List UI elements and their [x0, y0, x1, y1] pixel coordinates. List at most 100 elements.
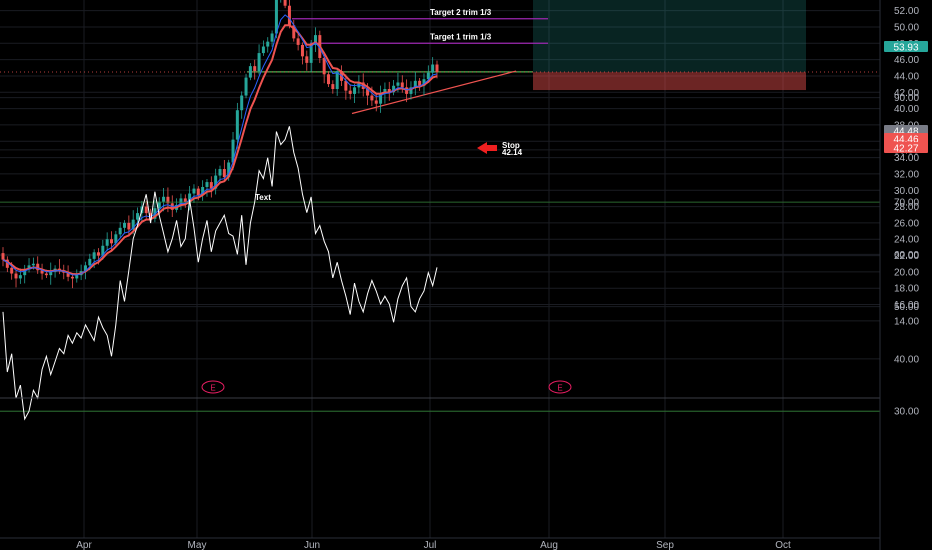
candle-body [179, 198, 183, 205]
candle-body [75, 275, 79, 279]
candle-body [266, 41, 270, 47]
x-tick-label: May [188, 540, 207, 550]
position-zones[interactable] [533, 0, 806, 91]
level-label: Target 1 trim 1/3 [430, 32, 492, 41]
y-tick-label: 16.00 [894, 300, 919, 311]
rsi-line [2, 126, 438, 421]
candle-body [335, 71, 339, 90]
candle-body [370, 95, 374, 101]
candle-body [23, 269, 27, 276]
rsi-panel [0, 126, 880, 421]
candle-body [322, 57, 326, 75]
candle-body [387, 89, 391, 93]
y-tick-label: 42.00 [894, 88, 919, 99]
candle-body [57, 268, 61, 271]
candle-body [435, 64, 439, 73]
rsi-y-tick-label: 60.00 [894, 250, 919, 261]
candle-body [101, 245, 105, 256]
candle-body [300, 44, 304, 57]
candle-body [305, 56, 309, 63]
text-annotation: Text [255, 193, 271, 202]
candle-body [18, 275, 22, 279]
price-tag-label: 44.46 [893, 135, 918, 146]
candle-body [88, 258, 92, 266]
price-tag-label: 53.93 [893, 43, 918, 54]
y-tick-label: 14.00 [894, 316, 919, 327]
candle-body [157, 201, 161, 209]
candle-body [327, 74, 330, 85]
stop-value: 42.14 [502, 148, 523, 157]
candle-body [374, 100, 378, 104]
candle-body [292, 25, 296, 39]
x-tick-label: Aug [540, 540, 558, 550]
candle-body [235, 110, 239, 140]
candle-body [14, 273, 18, 279]
earnings-marker [548, 380, 572, 394]
moving-average [2, 14, 438, 276]
y-tick-label: 40.00 [894, 104, 919, 115]
candle-body [331, 84, 335, 90]
candle-body [27, 265, 31, 270]
x-tick-label: Jul [424, 540, 437, 550]
y-tick-label: 46.00 [894, 55, 919, 66]
candle-body [392, 85, 396, 93]
candle-body [257, 53, 261, 72]
candle-body [49, 271, 53, 276]
candle-body [418, 80, 422, 86]
y-tick-label: 34.00 [894, 153, 919, 164]
candle-body [261, 46, 265, 54]
candle-body [270, 33, 274, 42]
candle-body [201, 186, 205, 196]
candle-body [5, 259, 9, 268]
price-tag [884, 142, 928, 153]
candle-body [426, 72, 430, 80]
rsi-y-tick-label: 30.00 [894, 407, 919, 418]
y-tick-label: 54.00 [894, 0, 919, 1]
candle-body [348, 90, 352, 94]
y-tick-label: 20.00 [894, 267, 919, 278]
stop-arrow-icon [477, 142, 497, 154]
candle-body [188, 193, 192, 203]
candle-body [240, 95, 244, 111]
candle-body [313, 35, 317, 45]
rsi-y-tick-label: 50.00 [894, 302, 919, 313]
candle-body [296, 38, 300, 45]
trendline [351, 70, 517, 115]
candle-body [31, 263, 35, 266]
y-tick-label: 32.00 [894, 169, 919, 180]
candle-body [379, 93, 383, 104]
candle-body [36, 263, 40, 271]
candle-body [166, 196, 170, 204]
candle-body [344, 80, 348, 91]
candle-body [409, 87, 413, 94]
candle-body [253, 66, 257, 72]
rsi-y-tick-label: 40.00 [894, 354, 919, 365]
candle-body [123, 222, 127, 228]
candle-body [136, 213, 140, 220]
ma-blue-line [2, 14, 438, 276]
earnings-marker [201, 380, 225, 394]
price-tag [884, 133, 928, 144]
candle-body [209, 182, 213, 189]
level-lines[interactable]: Target 2 trim 1/3 Target 1 trim 1/3 [0, 0, 880, 115]
y-tick-label: 24.00 [894, 235, 919, 246]
rsi-y-tick-label: 90.00 [894, 93, 919, 104]
x-tick-label: Sep [656, 540, 674, 550]
candle-body [396, 82, 400, 86]
level-label: Target 2 trim 1/3 [430, 8, 492, 17]
y-tick-label: 44.00 [894, 71, 919, 82]
candle-body [83, 265, 87, 272]
candle-body [218, 169, 222, 176]
candle-body [214, 175, 218, 189]
candle-body [1, 253, 5, 260]
candle-body [44, 273, 48, 276]
x-tick-label: Apr [76, 540, 92, 550]
candle-body [118, 227, 122, 235]
candle-body [70, 276, 74, 279]
candle-body [413, 80, 417, 88]
candle-body [92, 252, 96, 259]
candle-body [162, 196, 166, 202]
candle-body [105, 239, 109, 246]
